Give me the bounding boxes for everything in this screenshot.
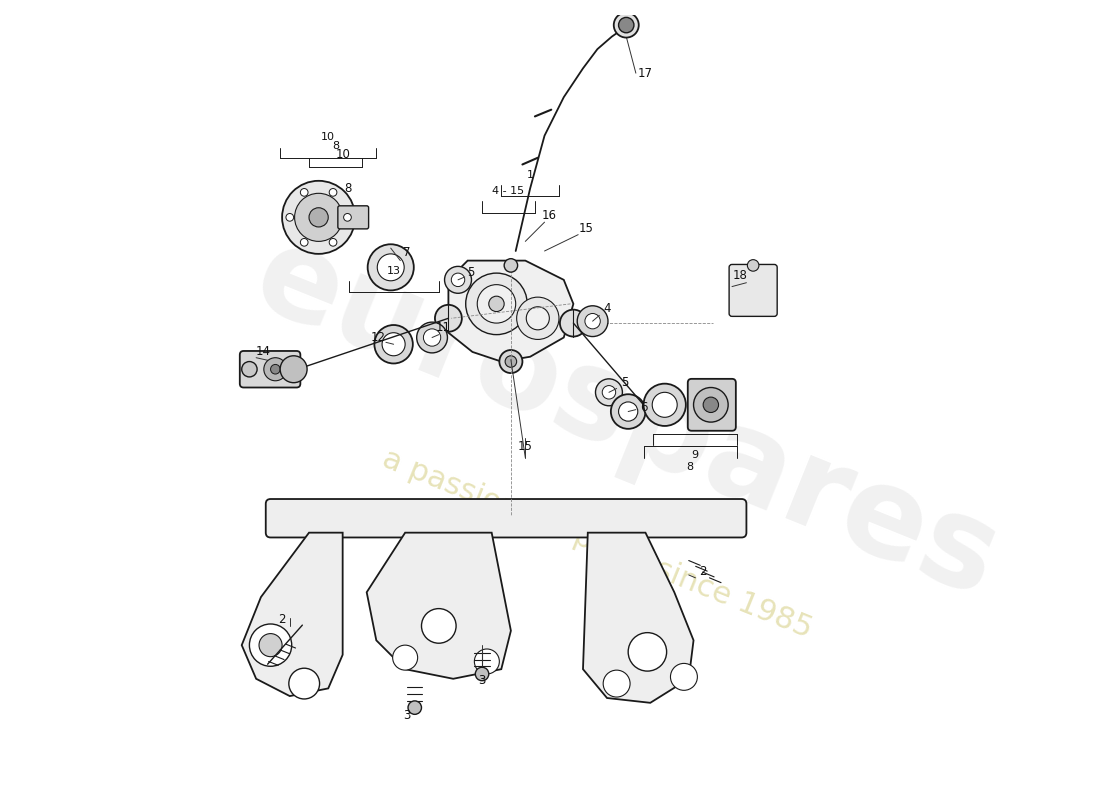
Text: 13: 13 <box>387 266 402 276</box>
Circle shape <box>747 260 759 271</box>
Text: 7: 7 <box>404 246 410 259</box>
Polygon shape <box>583 533 693 703</box>
Circle shape <box>644 384 686 426</box>
FancyBboxPatch shape <box>240 351 300 387</box>
Text: 18: 18 <box>733 269 747 282</box>
Circle shape <box>295 194 343 242</box>
Circle shape <box>610 394 646 429</box>
Circle shape <box>408 701 421 714</box>
Circle shape <box>393 645 418 670</box>
Circle shape <box>289 668 320 699</box>
Circle shape <box>560 310 586 337</box>
Text: a passion for parts since 1985: a passion for parts since 1985 <box>378 444 816 644</box>
Circle shape <box>282 181 355 254</box>
Text: 3: 3 <box>404 709 410 722</box>
Circle shape <box>258 634 282 657</box>
Circle shape <box>499 350 522 373</box>
Circle shape <box>343 214 351 221</box>
Circle shape <box>614 13 639 38</box>
Circle shape <box>618 18 634 33</box>
Circle shape <box>602 386 616 399</box>
Circle shape <box>271 365 281 374</box>
Text: 5: 5 <box>466 266 474 278</box>
Circle shape <box>504 258 518 272</box>
Polygon shape <box>366 533 510 678</box>
Text: 1: 1 <box>527 170 534 180</box>
Circle shape <box>421 609 456 643</box>
Circle shape <box>652 392 678 418</box>
Text: 15: 15 <box>518 440 532 453</box>
Circle shape <box>434 305 462 332</box>
Polygon shape <box>242 533 343 696</box>
Circle shape <box>242 362 257 377</box>
Circle shape <box>526 306 549 330</box>
Circle shape <box>628 633 667 671</box>
Circle shape <box>329 238 337 246</box>
Circle shape <box>517 297 559 339</box>
Text: 2: 2 <box>278 613 286 626</box>
Circle shape <box>475 667 488 681</box>
Circle shape <box>585 314 601 329</box>
Text: 8: 8 <box>344 182 351 195</box>
FancyBboxPatch shape <box>688 379 736 430</box>
Circle shape <box>595 379 623 406</box>
Text: 10: 10 <box>321 131 336 142</box>
Circle shape <box>286 214 294 221</box>
FancyBboxPatch shape <box>729 265 778 316</box>
Circle shape <box>309 208 328 227</box>
Circle shape <box>264 358 287 381</box>
Text: 11: 11 <box>436 322 451 334</box>
Circle shape <box>488 296 504 311</box>
Text: 14: 14 <box>255 346 271 358</box>
Text: 5: 5 <box>620 376 628 389</box>
Circle shape <box>250 624 292 666</box>
Circle shape <box>300 189 308 196</box>
Text: 10: 10 <box>336 148 350 162</box>
FancyBboxPatch shape <box>266 499 747 538</box>
Circle shape <box>603 670 630 697</box>
Circle shape <box>329 189 337 196</box>
Text: 15: 15 <box>579 222 593 235</box>
Circle shape <box>382 333 405 356</box>
Text: 8: 8 <box>332 142 339 151</box>
Circle shape <box>505 356 517 367</box>
Text: 16: 16 <box>542 209 557 222</box>
Text: 2: 2 <box>700 565 707 578</box>
Circle shape <box>618 402 638 421</box>
Text: 4: 4 <box>603 302 611 315</box>
Circle shape <box>444 266 472 294</box>
Circle shape <box>477 285 516 323</box>
Polygon shape <box>449 261 573 362</box>
Circle shape <box>300 238 308 246</box>
Text: 6: 6 <box>640 401 647 414</box>
Text: 12: 12 <box>371 331 386 344</box>
Text: 8: 8 <box>686 462 694 472</box>
Text: 3: 3 <box>478 674 486 687</box>
Circle shape <box>693 387 728 422</box>
Circle shape <box>417 322 448 353</box>
Text: 17: 17 <box>638 66 653 80</box>
Circle shape <box>671 663 697 690</box>
Text: eurospares: eurospares <box>238 215 1015 623</box>
Circle shape <box>703 397 718 413</box>
Circle shape <box>367 244 414 290</box>
Text: 4 - 15: 4 - 15 <box>493 186 525 196</box>
Circle shape <box>451 273 464 286</box>
Circle shape <box>474 649 499 674</box>
Circle shape <box>280 356 307 382</box>
Circle shape <box>578 306 608 337</box>
Circle shape <box>377 254 404 281</box>
FancyBboxPatch shape <box>338 206 368 229</box>
Text: 9: 9 <box>692 450 698 460</box>
Circle shape <box>465 273 527 334</box>
Circle shape <box>374 325 412 363</box>
Circle shape <box>424 329 441 346</box>
